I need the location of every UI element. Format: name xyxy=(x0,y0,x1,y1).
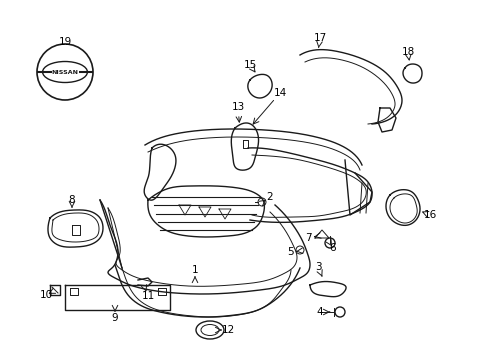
Text: 17: 17 xyxy=(313,33,326,43)
Text: 1: 1 xyxy=(191,265,198,275)
Text: 8: 8 xyxy=(68,195,75,205)
Text: 2: 2 xyxy=(266,192,273,202)
Text: 4: 4 xyxy=(316,307,323,317)
Text: 14: 14 xyxy=(273,88,286,98)
Text: 13: 13 xyxy=(231,102,244,112)
Text: 12: 12 xyxy=(221,325,234,335)
Text: 15: 15 xyxy=(243,60,256,70)
Text: 3: 3 xyxy=(314,262,321,272)
Text: 9: 9 xyxy=(111,313,118,323)
Text: 7: 7 xyxy=(304,233,311,243)
Text: 18: 18 xyxy=(401,47,414,57)
Text: NISSAN: NISSAN xyxy=(51,69,79,75)
Text: 6: 6 xyxy=(329,243,336,253)
Text: 11: 11 xyxy=(141,291,154,301)
Text: 5: 5 xyxy=(286,247,293,257)
Text: 10: 10 xyxy=(40,290,52,300)
Text: 19: 19 xyxy=(58,37,71,47)
Text: 16: 16 xyxy=(423,210,436,220)
